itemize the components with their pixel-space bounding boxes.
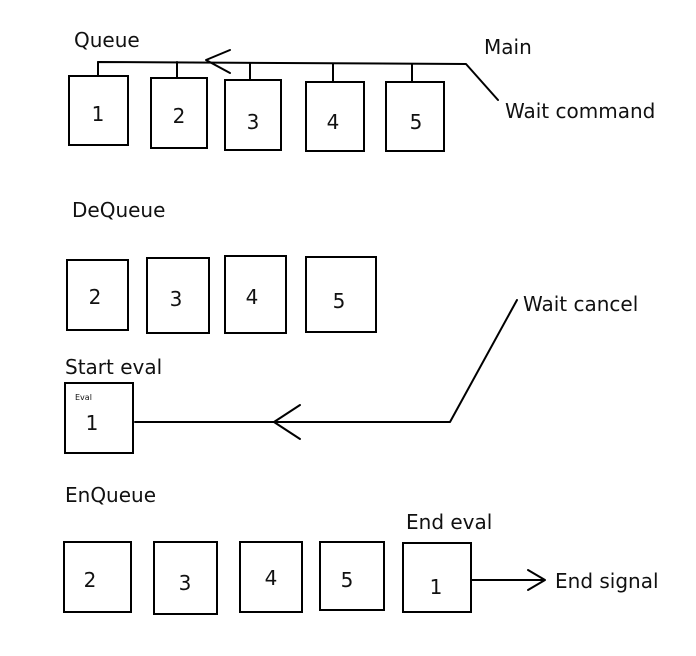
queue-box-2: 2: [150, 77, 208, 149]
queue-box-1: 1: [68, 75, 129, 146]
dequeue-box-3: 3: [146, 257, 210, 334]
svg-text:3: 3: [170, 287, 183, 311]
eval-tag: Eval: [75, 393, 92, 402]
dequeue-title: DeQueue: [72, 198, 165, 222]
dequeue-box-4: 4: [224, 255, 287, 334]
svg-text:1: 1: [92, 102, 105, 126]
enqueue-title: EnQueue: [65, 483, 156, 507]
main-label: Main: [484, 35, 532, 59]
dequeue-box-5: 5: [305, 256, 377, 333]
queue-title: Queue: [74, 28, 140, 52]
wait-cancel-wire: [134, 299, 518, 423]
wait-command-label: Wait command: [505, 99, 655, 123]
svg-text:3: 3: [247, 110, 260, 134]
svg-text:3: 3: [179, 571, 192, 595]
end-eval-box: 1: [402, 542, 472, 613]
svg-text:4: 4: [327, 110, 340, 134]
wait-cancel-arrowhead: [273, 404, 301, 440]
svg-text:5: 5: [410, 110, 423, 134]
svg-text:1: 1: [430, 575, 443, 599]
dequeue-box-2: 2: [66, 259, 129, 331]
enqueue-box-4: 4: [239, 541, 303, 613]
enqueue-box-2: 2: [63, 541, 132, 613]
svg-text:4: 4: [246, 285, 259, 309]
svg-text:1: 1: [86, 411, 99, 435]
wait-cancel-label: Wait cancel: [523, 292, 638, 316]
end-signal-label: End signal: [555, 569, 659, 593]
enqueue-box-3: 3: [153, 541, 218, 615]
queue-bus-arrowhead: [205, 49, 231, 74]
end-eval-label: End eval: [406, 510, 492, 534]
svg-text:2: 2: [89, 285, 102, 309]
svg-text:2: 2: [84, 568, 97, 592]
svg-text:2: 2: [173, 104, 186, 128]
svg-text:5: 5: [333, 289, 346, 313]
svg-text:5: 5: [341, 568, 354, 592]
queue-box-3: 3: [224, 79, 282, 151]
end-signal-arrowhead: [527, 569, 546, 591]
queue-box-4: 4: [305, 81, 365, 152]
queue-box-5: 5: [385, 81, 445, 152]
start-eval-title: Start eval: [65, 355, 162, 379]
enqueue-box-5: 5: [319, 541, 385, 611]
start-eval-box: Eval 1: [64, 382, 134, 454]
svg-text:4: 4: [265, 566, 278, 590]
